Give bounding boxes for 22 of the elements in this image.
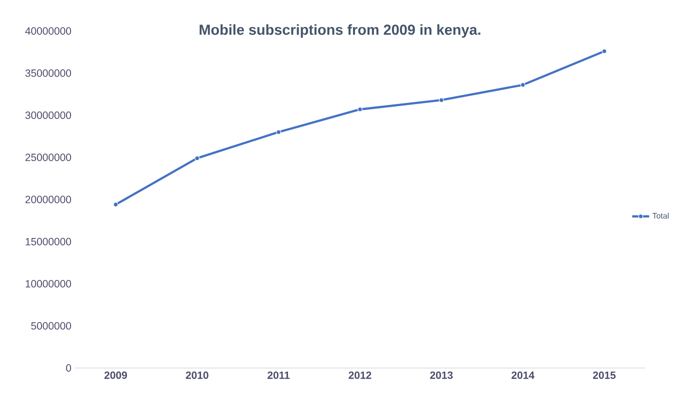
y-tick-label: 30000000 xyxy=(25,112,72,119)
y-tick-label: 15000000 xyxy=(26,238,72,246)
point xyxy=(276,130,282,135)
x-tick-label: 2010 xyxy=(186,372,208,379)
point xyxy=(358,106,362,112)
point xyxy=(438,98,444,103)
x-tick-label: 2009 xyxy=(104,372,127,379)
x-tick-label: 2015 xyxy=(593,372,616,379)
chart-title: Mobile subscriptions from 2009 in kenya. xyxy=(200,24,480,38)
y-tick-label: 5000000 xyxy=(31,322,72,330)
point xyxy=(194,156,200,161)
x-tick-label: 2013 xyxy=(430,372,453,379)
y-tick-label: 35000000 xyxy=(25,69,72,77)
x-tick-label: 2012 xyxy=(348,372,372,379)
y-tick-label: 40000000 xyxy=(25,27,72,35)
y-tick-label: 10000000 xyxy=(26,280,72,288)
y-tick-label: 25000000 xyxy=(25,154,72,162)
y-tick-label: 20000000 xyxy=(25,196,72,204)
x-tick-label: 2011 xyxy=(268,372,290,379)
y-tick-label: 0 xyxy=(66,364,72,372)
point xyxy=(602,48,607,54)
x-tick-label: 2014 xyxy=(512,372,534,379)
